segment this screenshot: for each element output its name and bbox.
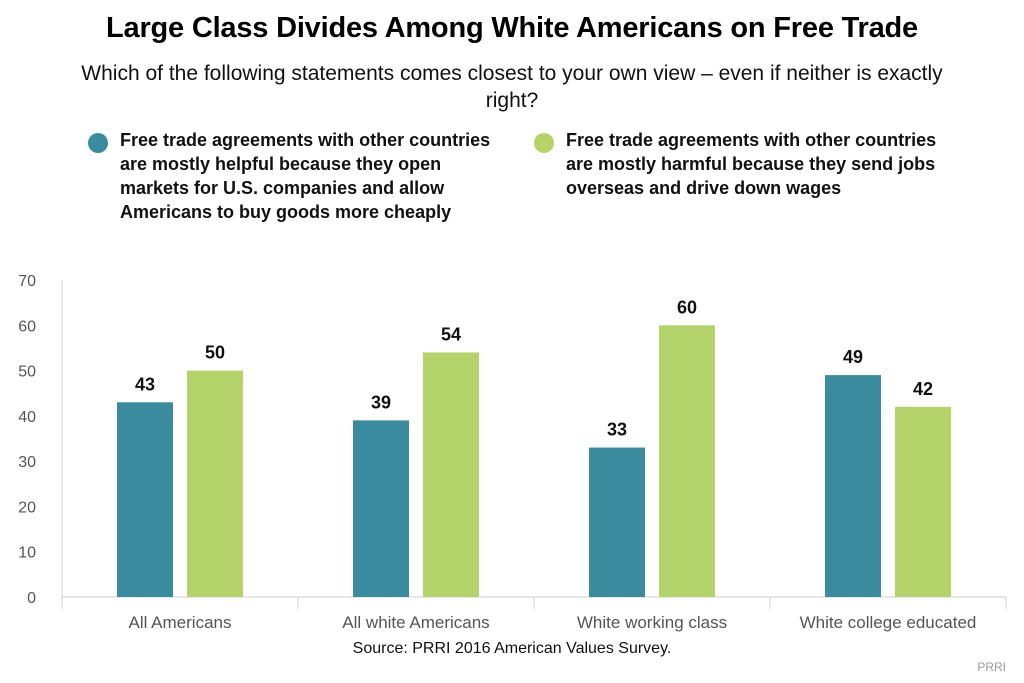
data-label: 60	[677, 297, 697, 317]
data-label: 33	[607, 420, 627, 440]
data-label: 39	[371, 392, 391, 412]
x-category-label: White working class	[577, 613, 727, 632]
y-tick-label: 40	[18, 409, 36, 426]
legend-swatch-harmful	[534, 133, 554, 153]
y-tick-label: 60	[18, 318, 36, 335]
bar-harmful	[423, 352, 479, 597]
chart-subtitle: Which of the following statements comes …	[81, 62, 943, 112]
legend-swatch-helpful	[88, 133, 108, 153]
data-label: 49	[843, 347, 863, 367]
x-category-label: All white Americans	[342, 613, 489, 632]
data-label: 50	[205, 343, 225, 363]
legend-label-harmful: Free trade agreements with other countri…	[566, 130, 937, 198]
x-category-label: White college educated	[800, 613, 977, 632]
bar-helpful	[825, 375, 881, 597]
x-category-label: All Americans	[129, 613, 232, 632]
y-tick-label: 20	[18, 499, 36, 516]
bar-helpful	[353, 420, 409, 597]
y-tick-label: 50	[18, 364, 36, 381]
y-tick-label: 30	[18, 454, 36, 471]
chart-title: Large Class Divides Among White American…	[106, 12, 918, 44]
legend-label-helpful: Free trade agreements with other countri…	[120, 130, 491, 222]
credit-label: PRRI	[977, 660, 1006, 674]
y-tick-label: 70	[18, 273, 36, 290]
data-label: 42	[913, 379, 933, 399]
data-label: 54	[441, 324, 461, 344]
bar-harmful	[187, 370, 243, 597]
bar-helpful	[117, 402, 173, 597]
bar-harmful	[895, 406, 951, 597]
bar-harmful	[659, 325, 715, 597]
data-label: 43	[135, 374, 155, 394]
y-tick-label: 0	[27, 590, 36, 607]
y-tick-label: 10	[18, 545, 36, 562]
bar-helpful	[589, 447, 645, 597]
source-note: Source: PRRI 2016 American Values Survey…	[352, 640, 672, 657]
